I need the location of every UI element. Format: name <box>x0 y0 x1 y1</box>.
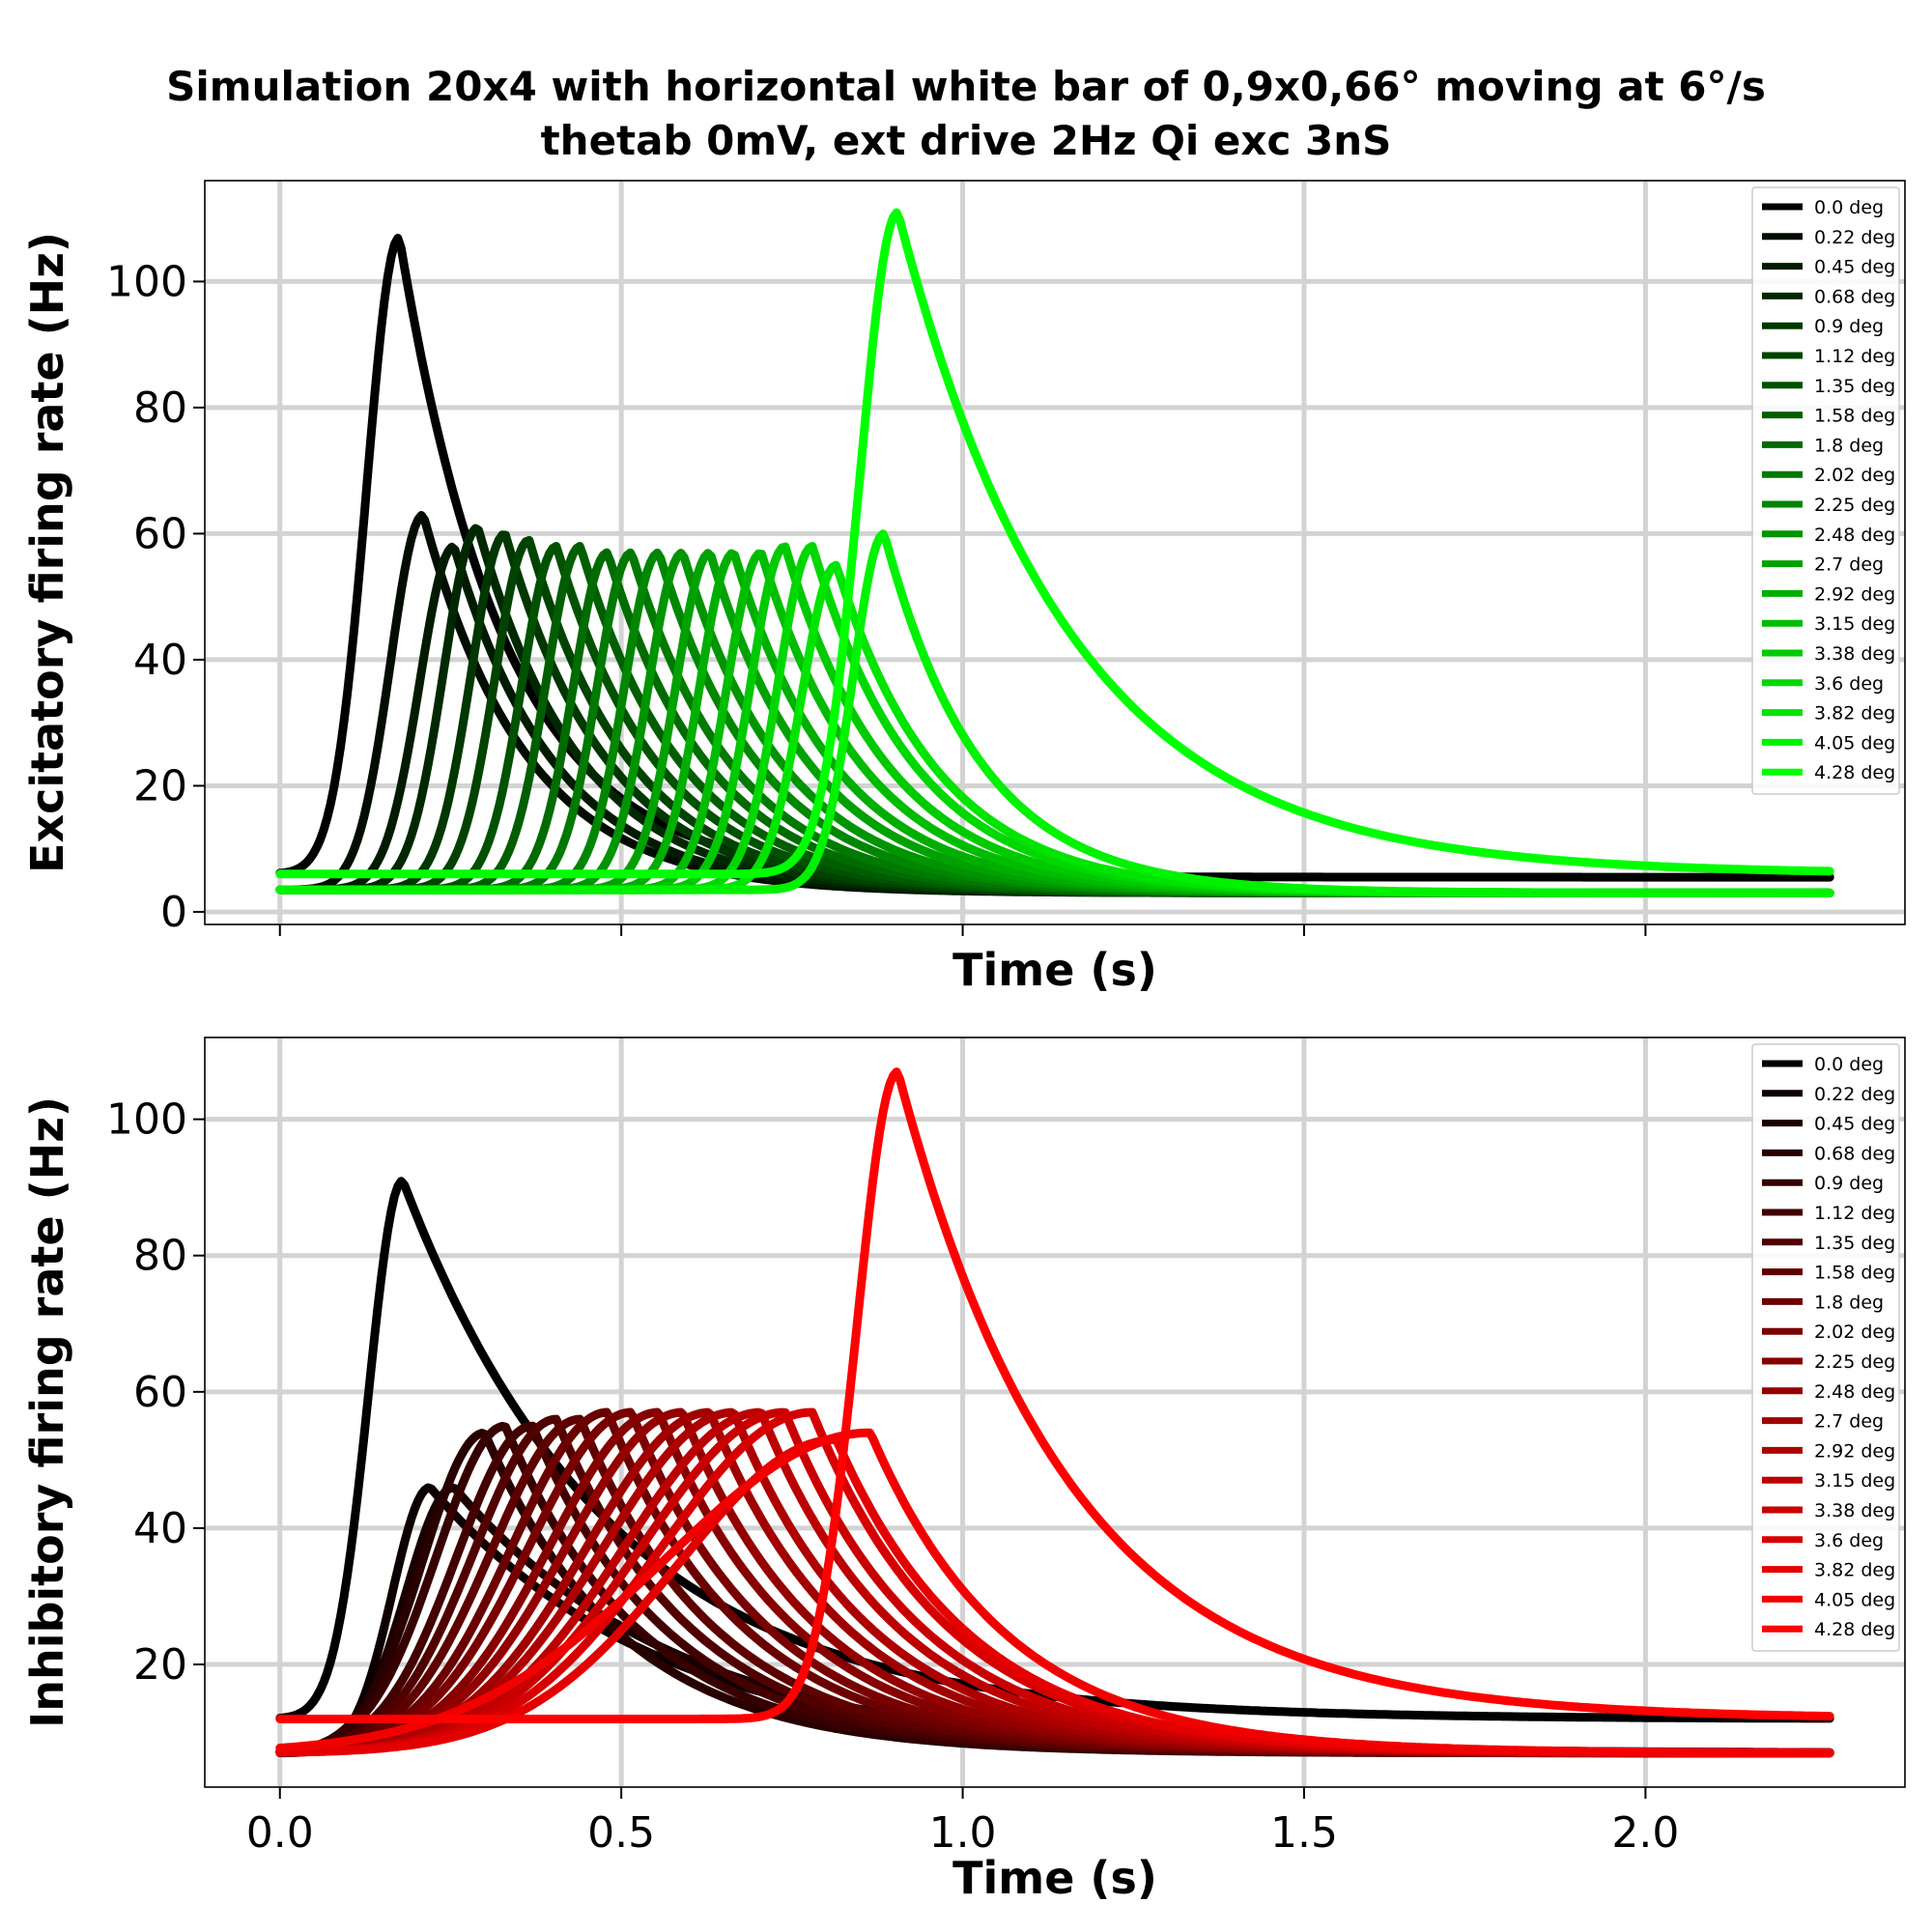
inhibitory-x-tick-label: 1.0 <box>929 1808 997 1858</box>
excitatory-legend-label: 0.0 deg <box>1814 197 1884 218</box>
excitatory-legend-label: 0.68 deg <box>1814 286 1895 307</box>
inhibitory-legend-label: 2.92 deg <box>1814 1440 1895 1462</box>
excitatory-legend-label: 4.05 deg <box>1814 732 1895 753</box>
excitatory-y-tick-label: 80 <box>133 384 187 433</box>
excitatory-y-tick-label: 60 <box>133 509 187 558</box>
figure-title-line-1: Simulation 20x4 with horizontal white ba… <box>166 63 1766 110</box>
inhibitory-x-tick-label: 2.0 <box>1611 1808 1679 1858</box>
inhibitory-y-tick-label: 40 <box>133 1504 187 1553</box>
inhibitory-legend-label: 3.82 deg <box>1814 1560 1895 1581</box>
inhibitory-legend-label: 2.48 deg <box>1814 1381 1895 1403</box>
inhibitory-x-tick-label: 0.5 <box>587 1808 655 1858</box>
inhibitory-y-axis-label: Inhibitory firing rate (Hz) <box>21 1096 73 1728</box>
inhibitory-legend-label: 0.0 deg <box>1814 1054 1884 1075</box>
excitatory-legend-label: 1.12 deg <box>1814 346 1895 367</box>
excitatory-legend-label: 1.8 deg <box>1814 435 1884 456</box>
inhibitory-legend-label: 1.58 deg <box>1814 1263 1895 1284</box>
excitatory-grid <box>205 181 1905 924</box>
excitatory-panel: 0 20 40 60 80 100 Time (s) Excitatory firing ra… <box>21 180 1906 996</box>
excitatory-legend-label: 2.92 deg <box>1814 583 1895 605</box>
inhibitory-y-tick-label: 80 <box>133 1232 187 1281</box>
excitatory-y-axis-label: Excitatory firing rate (Hz) <box>21 232 73 873</box>
excitatory-series-line <box>275 529 1834 897</box>
excitatory-axes-frame <box>204 180 1906 925</box>
inhibitory-legend-label: 1.12 deg <box>1814 1203 1895 1224</box>
inhibitory-legend-label: 0.22 deg <box>1814 1084 1895 1105</box>
inhibitory-series-line <box>275 1428 1834 1757</box>
excitatory-legend-label: 1.58 deg <box>1814 406 1895 427</box>
excitatory-legend-label: 4.28 deg <box>1814 762 1895 783</box>
excitatory-legend-label: 0.22 deg <box>1814 227 1895 248</box>
excitatory-legend-label: 1.35 deg <box>1814 376 1895 397</box>
excitatory-series-line <box>275 208 1834 879</box>
inhibitory-x-axis-label: Time (s) <box>952 1852 1157 1904</box>
inhibitory-legend: 0.0 deg 0.22 deg 0.45 deg 0.68 deg 0.9 deg 1.… <box>1751 1043 1900 1652</box>
inhibitory-legend-label: 1.35 deg <box>1814 1233 1895 1254</box>
excitatory-legend: 0.0 deg 0.22 deg 0.45 deg 0.68 deg 0.9 deg 1.… <box>1751 186 1900 795</box>
inhibitory-legend-label: 2.7 deg <box>1814 1411 1884 1433</box>
inhibitory-legend-box <box>1751 1043 1900 1652</box>
inhibitory-legend-label: 0.68 deg <box>1814 1143 1895 1164</box>
inhibitory-y-tick-label: 100 <box>106 1095 187 1145</box>
excitatory-legend-label: 2.02 deg <box>1814 465 1895 486</box>
inhibitory-legend-label: 3.15 deg <box>1814 1470 1895 1492</box>
inhibitory-y-tick-label: 20 <box>133 1640 187 1690</box>
inhibitory-legend-label: 0.45 deg <box>1814 1114 1895 1135</box>
excitatory-legend-label: 3.38 deg <box>1814 643 1895 665</box>
excitatory-legend-label: 3.15 deg <box>1814 613 1895 635</box>
inhibitory-y-tick-label: 60 <box>133 1368 187 1417</box>
inhibitory-legend-label: 4.05 deg <box>1814 1589 1895 1610</box>
inhibitory-legend-label: 2.02 deg <box>1814 1321 1895 1343</box>
excitatory-legend-label: 2.25 deg <box>1814 495 1895 516</box>
excitatory-legend-label: 0.45 deg <box>1814 257 1895 278</box>
inhibitory-x-tick-label: 0.0 <box>246 1808 314 1858</box>
excitatory-legend-label: 2.48 deg <box>1814 525 1895 546</box>
inhibitory-axes-frame <box>204 1037 1906 1788</box>
inhibitory-legend-label: 3.38 deg <box>1814 1500 1895 1521</box>
inhibitory-panel: 0.0 0.5 1.0 1.5 2.0 20 40 60 80 100 Time (s) Inhibi… <box>21 1037 1906 1904</box>
excitatory-y-tick-label: 20 <box>133 761 187 810</box>
inhibitory-series-line <box>275 1067 1834 1723</box>
excitatory-y-tick-label: 100 <box>106 257 187 306</box>
excitatory-legend-label: 3.82 deg <box>1814 703 1895 724</box>
excitatory-x-axis-label: Time (s) <box>952 944 1157 996</box>
excitatory-series-group <box>275 208 1834 897</box>
inhibitory-legend-label: 2.25 deg <box>1814 1351 1895 1373</box>
inhibitory-x-tick-label: 1.5 <box>1270 1808 1338 1858</box>
figure-title-line-2: thetab 0mV, ext drive 2Hz Qi exc 3nS <box>541 117 1392 164</box>
inhibitory-legend-label: 0.9 deg <box>1814 1173 1884 1194</box>
inhibitory-legend-label: 1.8 deg <box>1814 1292 1884 1313</box>
inhibitory-legend-label: 4.28 deg <box>1814 1619 1895 1640</box>
excitatory-legend-label: 3.6 deg <box>1814 673 1884 695</box>
inhibitory-series-group <box>275 1067 1834 1758</box>
excitatory-legend-box <box>1751 186 1900 795</box>
inhibitory-legend-label: 3.6 deg <box>1814 1530 1884 1551</box>
excitatory-y-tick-label: 40 <box>133 636 187 685</box>
excitatory-legend-label: 0.9 deg <box>1814 316 1884 337</box>
excitatory-y-tick-label: 0 <box>160 888 187 937</box>
excitatory-legend-label: 2.7 deg <box>1814 554 1884 576</box>
